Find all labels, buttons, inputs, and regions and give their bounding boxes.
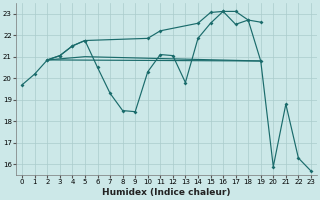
X-axis label: Humidex (Indice chaleur): Humidex (Indice chaleur) (102, 188, 231, 197)
